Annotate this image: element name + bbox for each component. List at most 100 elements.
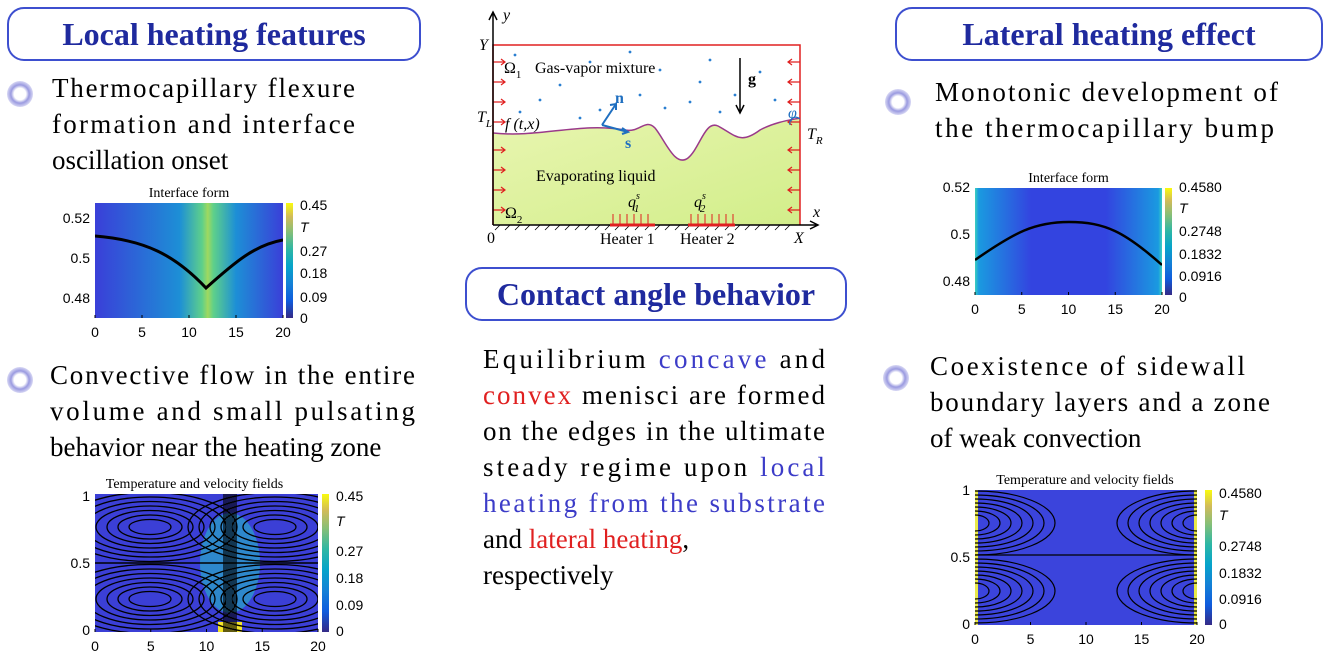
interface-curve: [975, 220, 1162, 266]
bullet-text: oscillation onset: [52, 145, 229, 175]
heat-arrow: [787, 98, 800, 106]
substrate-hatch: [574, 224, 581, 231]
streamline: [253, 590, 297, 608]
streamline: [95, 494, 238, 563]
region-label: Gas-vapor mixture: [535, 60, 655, 77]
streamline: [1116, 558, 1197, 624]
subscript: R: [815, 135, 823, 147]
x-tick-label: 15: [1134, 631, 1150, 647]
subscript: 2: [700, 203, 706, 215]
heat-arrow: [787, 186, 800, 194]
streamline: [209, 500, 318, 554]
streamline: [1138, 498, 1197, 548]
substrate-hatch: [584, 224, 591, 231]
colorbar-tick-label: 0: [336, 623, 344, 639]
substrate-hatch: [604, 224, 611, 231]
bullet-text: Coexistence of sidewall: [930, 351, 1245, 381]
subscript: 1: [634, 203, 640, 215]
colorbar: [1165, 188, 1172, 295]
symbol: T: [477, 109, 487, 126]
text-run: convex: [483, 380, 572, 410]
streamline: [1182, 514, 1197, 532]
vapor-dot: [733, 93, 737, 97]
text-run: Equilibrium: [483, 344, 656, 374]
heat-arrow: [787, 78, 800, 86]
text-run: menisci are formed: [573, 380, 825, 410]
text-run: on the edges in the ultimate: [483, 416, 825, 446]
streamline: [106, 509, 194, 545]
y-tick-label: 0.52: [943, 179, 970, 195]
substrate-hatch: [554, 224, 561, 231]
vapor-dot: [628, 50, 632, 54]
bullet-text: behavior near the heating zone: [50, 432, 381, 462]
vapor-dot: [718, 110, 722, 114]
vapor-dot: [663, 106, 667, 110]
colorbar-label: T: [300, 219, 310, 235]
x-tick-label: 20: [310, 638, 326, 654]
colorbar-tick-label: 0.4580: [1179, 179, 1222, 195]
x-tick-label: 10: [1061, 301, 1077, 317]
x-tick-label: 0: [971, 301, 979, 317]
y-tick-label: 0.5: [951, 549, 971, 565]
text-run: respectively: [483, 560, 614, 590]
colorbar-tick-label: 0.09: [336, 597, 363, 613]
gravity-label: g: [748, 71, 756, 88]
x-tick-label: 10: [199, 638, 215, 654]
colorbar-tick-label: 0: [1179, 289, 1187, 305]
bullet-text: formation and interface: [52, 109, 355, 139]
substrate-hatch: [674, 224, 681, 231]
paragraph-line: on the edges in the ultimate: [483, 416, 825, 446]
y-tick-label: 0.52: [63, 210, 90, 226]
streamline: [1160, 506, 1197, 540]
heat-arrow: [493, 58, 506, 66]
streamline: [1116, 490, 1197, 556]
symbol: q: [628, 194, 636, 211]
bullet-icon: [885, 89, 911, 115]
tangent-label: s: [625, 135, 631, 152]
vapor-dot: [688, 100, 692, 104]
section-heading: Local heating features: [62, 16, 365, 52]
gravity-arrow: [735, 58, 745, 115]
streamline: [95, 505, 205, 549]
substrate-hatch: [524, 224, 531, 231]
x-tick-label: 0: [91, 324, 99, 340]
colorbar-label: T: [336, 513, 346, 529]
bullet-text: Monotonic development of: [935, 77, 1278, 107]
streamline: [95, 572, 216, 626]
x-tick-label: 0: [91, 638, 99, 654]
vapor-dot: [578, 116, 582, 120]
vapor-dot: [538, 98, 542, 102]
heat-arrow: [787, 206, 800, 214]
streamline: [187, 494, 318, 563]
colorbar-tick-label: 0: [1219, 616, 1227, 632]
streamline: [209, 572, 318, 626]
streamline: [242, 586, 308, 612]
y-tick-label: 0: [82, 622, 90, 638]
heading-box: [465, 267, 847, 321]
colorbar-tick-label: 0.0916: [1179, 268, 1222, 284]
text-run: steady regime upon: [483, 452, 757, 482]
paragraph-line: Equilibrium concave and: [483, 344, 826, 374]
vapor-dot: [658, 68, 662, 72]
streamline: [1182, 582, 1197, 600]
colorbar-tick-label: 0.27: [300, 243, 327, 259]
vapor-dot: [638, 93, 642, 97]
text-run: and: [483, 524, 529, 554]
streamline: [1149, 570, 1197, 612]
y-tick-label: 0.5: [71, 250, 91, 266]
colorbar-tick-label: 0.2748: [1179, 223, 1222, 239]
vapor-dot: [588, 60, 592, 64]
x-tick-label: 20: [1154, 301, 1170, 317]
streamline: [1160, 574, 1197, 608]
heat-arrow: [787, 58, 800, 66]
streamline: [975, 510, 1001, 536]
colorbar-tick-label: 0.0916: [1219, 591, 1262, 607]
interface-label: f (t,x): [505, 116, 540, 133]
plot-area: [95, 494, 318, 632]
streamline: [1149, 502, 1197, 544]
streamline: [95, 577, 205, 621]
substrate-hatch: [734, 224, 741, 231]
streamline: [975, 566, 1034, 616]
axis-label: Y: [479, 37, 490, 54]
bullet-icon: [7, 367, 33, 393]
